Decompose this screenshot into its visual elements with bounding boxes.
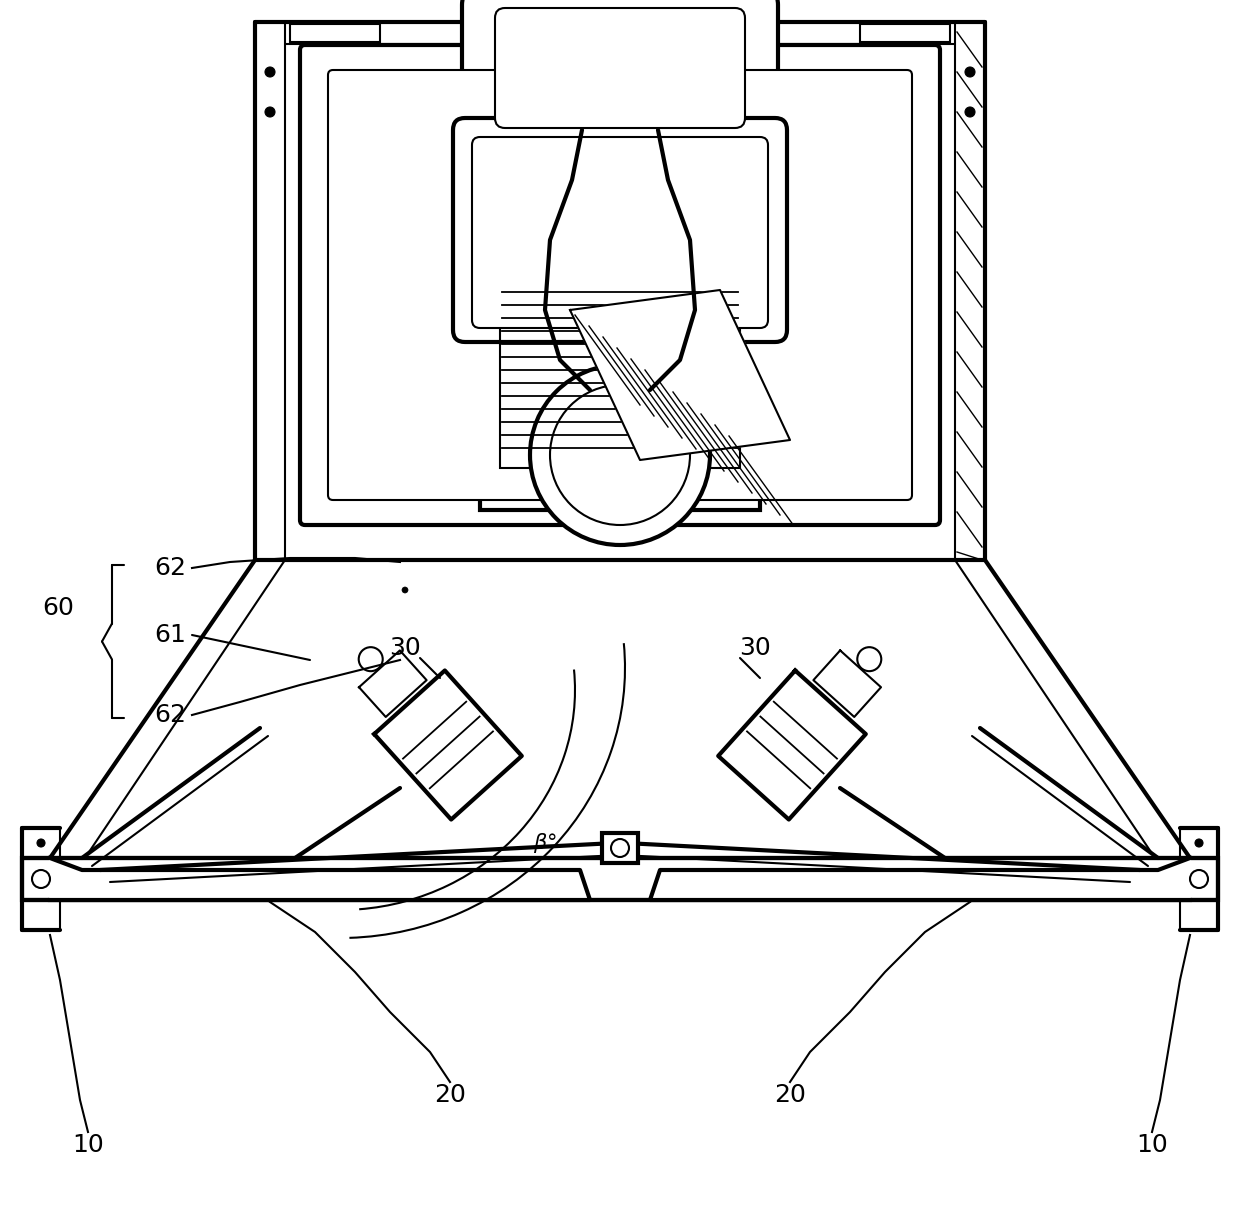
Polygon shape	[50, 858, 590, 900]
Circle shape	[965, 107, 975, 117]
Bar	[861, 24, 950, 42]
FancyBboxPatch shape	[329, 70, 911, 500]
Circle shape	[402, 587, 408, 593]
Bar	[500, 288, 740, 468]
Polygon shape	[570, 290, 790, 460]
Bar	[601, 833, 639, 863]
Circle shape	[611, 839, 629, 857]
Polygon shape	[374, 670, 522, 820]
Text: 62: 62	[154, 702, 186, 727]
Polygon shape	[358, 651, 427, 717]
Circle shape	[857, 647, 882, 671]
FancyBboxPatch shape	[463, 0, 777, 153]
Text: 62: 62	[154, 556, 186, 581]
Circle shape	[37, 839, 45, 847]
Text: 60: 60	[42, 596, 74, 620]
Circle shape	[529, 365, 711, 546]
Text: 20: 20	[774, 1083, 806, 1107]
Circle shape	[965, 68, 975, 77]
Text: 30: 30	[389, 636, 420, 660]
Bar	[22, 858, 1218, 900]
FancyBboxPatch shape	[453, 118, 787, 342]
Bar	[290, 24, 379, 42]
Circle shape	[358, 647, 383, 671]
Polygon shape	[718, 670, 866, 820]
FancyBboxPatch shape	[495, 8, 745, 128]
Polygon shape	[650, 858, 1190, 900]
Text: $\beta\degree$: $\beta\degree$	[533, 830, 557, 855]
Circle shape	[265, 68, 275, 77]
Text: 10: 10	[1136, 1133, 1168, 1158]
Bar	[480, 270, 760, 511]
Polygon shape	[813, 651, 882, 717]
Circle shape	[265, 107, 275, 117]
Text: 10: 10	[72, 1133, 104, 1158]
FancyBboxPatch shape	[472, 138, 768, 328]
Text: 20: 20	[434, 1083, 466, 1107]
Text: 30: 30	[739, 636, 771, 660]
Text: 61: 61	[154, 623, 186, 647]
FancyBboxPatch shape	[300, 45, 940, 525]
Circle shape	[1195, 839, 1203, 847]
